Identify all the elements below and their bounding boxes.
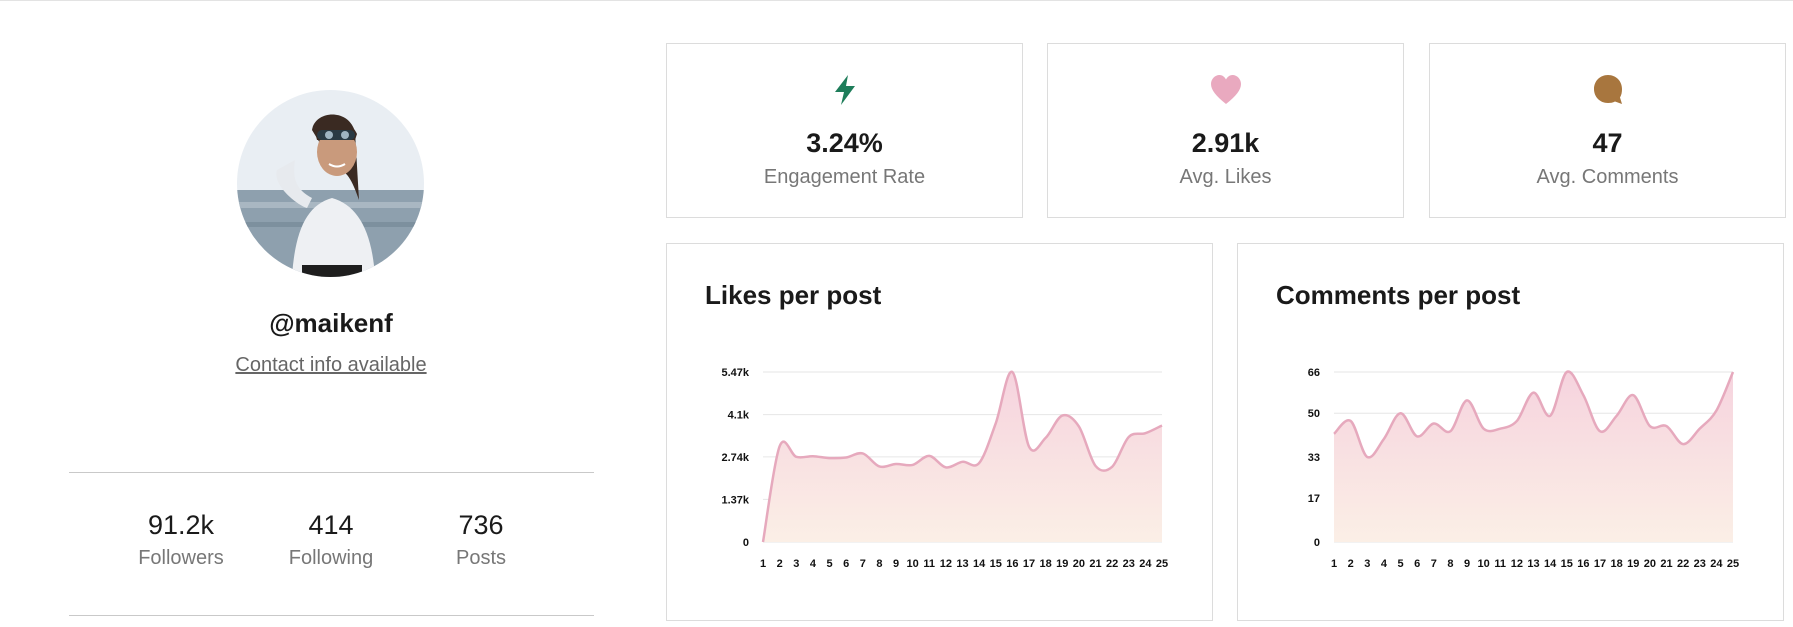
stat-label: Posts — [455, 547, 507, 569]
heart-icon — [1210, 75, 1241, 104]
x-tick-label: 2 — [1348, 558, 1354, 570]
x-tick-label: 11 — [923, 558, 935, 570]
x-tick-label: 3 — [1364, 558, 1370, 570]
contact-info-link[interactable]: Contact info available — [235, 354, 427, 376]
x-tick-label: 13 — [1527, 558, 1539, 570]
x-tick-label: 11 — [1494, 558, 1506, 570]
stat-followers: 91.2k Followers — [116, 510, 246, 570]
stat-posts: 736 Posts — [416, 510, 546, 570]
x-tick-label: 2 — [777, 558, 783, 570]
x-tick-label: 19 — [1056, 558, 1068, 570]
comment-bubble-icon — [1593, 75, 1622, 104]
x-tick-label: 15 — [990, 558, 1002, 570]
engagement-rate-value: 3.24% — [806, 128, 883, 158]
y-tick-label: 0 — [743, 537, 749, 549]
avg-likes-card: 2.91k Avg. Likes — [1047, 43, 1404, 218]
avg-comments-label: Avg. Comments — [1536, 166, 1679, 188]
avg-likes-label: Avg. Likes — [1179, 166, 1272, 188]
top-divider — [0, 0, 1793, 1]
x-tick-label: 22 — [1106, 558, 1118, 570]
x-tick-label: 8 — [1447, 558, 1453, 570]
x-tick-label: 8 — [876, 558, 882, 570]
stat-value: 736 — [458, 510, 504, 540]
x-tick-label: 22 — [1677, 558, 1689, 570]
x-tick-label: 9 — [1464, 558, 1470, 570]
comments-per-post-card: Comments per post 0 17 33 50 66 1 2 3 4 5 6 7 8 9 10 11… — [1237, 243, 1784, 621]
avatar — [237, 90, 424, 277]
x-tick-label: 21 — [1660, 558, 1672, 570]
avg-likes-value: 2.91k — [1191, 128, 1260, 158]
y-tick-label: 1.37k — [721, 494, 749, 506]
x-tick-label: 5 — [826, 558, 832, 570]
x-tick-label: 17 — [1594, 558, 1606, 570]
x-tick-label: 1 — [760, 558, 766, 570]
y-tick-label: 5.47k — [721, 367, 749, 379]
x-tick-label: 4 — [810, 558, 817, 570]
chart-title: Likes per post — [705, 280, 882, 310]
engagement-rate-card: 3.24% Engagement Rate — [666, 43, 1023, 218]
stat-label: Following — [288, 547, 374, 569]
stats-top-divider — [69, 472, 594, 473]
avg-comments-card: 47 Avg. Comments — [1429, 43, 1786, 218]
x-tick-label: 17 — [1023, 558, 1035, 570]
x-tick-label: 14 — [973, 558, 986, 570]
x-tick-label: 16 — [1577, 558, 1589, 570]
x-tick-label: 24 — [1139, 558, 1152, 570]
engagement-rate-label: Engagement Rate — [763, 166, 926, 188]
x-tick-label: 19 — [1627, 558, 1639, 570]
username: @maikenf — [269, 308, 393, 338]
lightning-icon — [834, 75, 855, 105]
x-tick-label: 23 — [1123, 558, 1135, 570]
stat-label: Followers — [138, 547, 224, 569]
x-tick-label: 7 — [860, 558, 866, 570]
x-tick-label: 10 — [1478, 558, 1490, 570]
x-tick-label: 16 — [1006, 558, 1018, 570]
x-tick-label: 5 — [1397, 558, 1403, 570]
x-tick-label: 25 — [1727, 558, 1739, 570]
x-tick-label: 3 — [793, 558, 799, 570]
y-tick-label: 50 — [1308, 408, 1320, 420]
x-tick-label: 10 — [907, 558, 919, 570]
x-tick-label: 15 — [1561, 558, 1573, 570]
x-tick-label: 25 — [1156, 558, 1168, 570]
y-tick-label: 2.74k — [721, 452, 749, 464]
stat-value: 91.2k — [147, 510, 215, 540]
y-tick-label: 4.1k — [728, 410, 750, 422]
chart-title: Comments per post — [1276, 280, 1521, 310]
avatar-image — [237, 90, 424, 277]
x-tick-label: 12 — [1511, 558, 1523, 570]
x-tick-label: 18 — [1040, 558, 1052, 570]
y-tick-label: 17 — [1308, 493, 1320, 505]
x-tick-label: 6 — [1414, 558, 1420, 570]
x-tick-label: 18 — [1611, 558, 1623, 570]
x-tick-label: 12 — [940, 558, 952, 570]
x-tick-label: 7 — [1431, 558, 1437, 570]
x-tick-label: 4 — [1381, 558, 1388, 570]
y-tick-label: 0 — [1314, 537, 1320, 549]
stat-following: 414 Following — [266, 510, 396, 570]
stats-bottom-divider — [69, 615, 594, 616]
x-tick-label: 23 — [1694, 558, 1706, 570]
x-tick-label: 6 — [843, 558, 849, 570]
y-tick-label: 33 — [1308, 452, 1320, 464]
area-fill — [1334, 371, 1733, 542]
avg-comments-value: 47 — [1592, 128, 1623, 158]
x-tick-label: 14 — [1544, 558, 1557, 570]
x-tick-label: 21 — [1089, 558, 1101, 570]
likes-per-post-card: Likes per post 0 1.37k 2.74k 4.1k 5.47k 1 2 3 4 5… — [666, 243, 1213, 621]
x-tick-label: 9 — [893, 558, 899, 570]
area-fill — [763, 371, 1162, 542]
x-tick-label: 24 — [1710, 558, 1723, 570]
x-tick-label: 20 — [1644, 558, 1656, 570]
stat-value: 414 — [308, 510, 354, 540]
x-tick-label: 20 — [1073, 558, 1085, 570]
y-tick-label: 66 — [1308, 367, 1320, 379]
profile-panel: @maikenf Contact info available 91.2k Fo… — [0, 0, 660, 627]
x-tick-label: 1 — [1331, 558, 1337, 570]
x-tick-label: 13 — [956, 558, 968, 570]
